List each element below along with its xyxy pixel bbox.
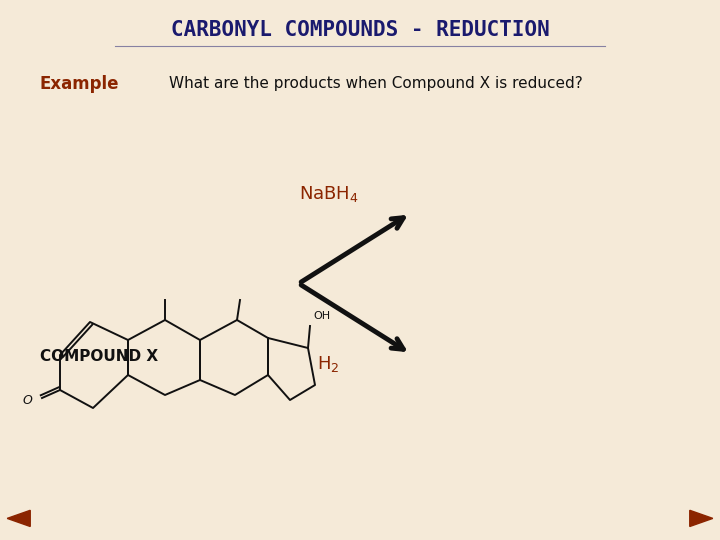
Text: CARBONYL COMPOUNDS - REDUCTION: CARBONYL COMPOUNDS - REDUCTION bbox=[171, 19, 549, 40]
Text: Example: Example bbox=[40, 75, 119, 93]
Text: H$_2$: H$_2$ bbox=[317, 354, 339, 375]
Polygon shape bbox=[690, 510, 713, 526]
Text: What are the products when Compound X is reduced?: What are the products when Compound X is… bbox=[169, 76, 583, 91]
Polygon shape bbox=[7, 510, 30, 526]
Text: OH: OH bbox=[313, 311, 330, 321]
Text: COMPOUND X: COMPOUND X bbox=[40, 349, 158, 364]
Text: O: O bbox=[22, 394, 32, 407]
Text: NaBH$_4$: NaBH$_4$ bbox=[299, 184, 359, 205]
